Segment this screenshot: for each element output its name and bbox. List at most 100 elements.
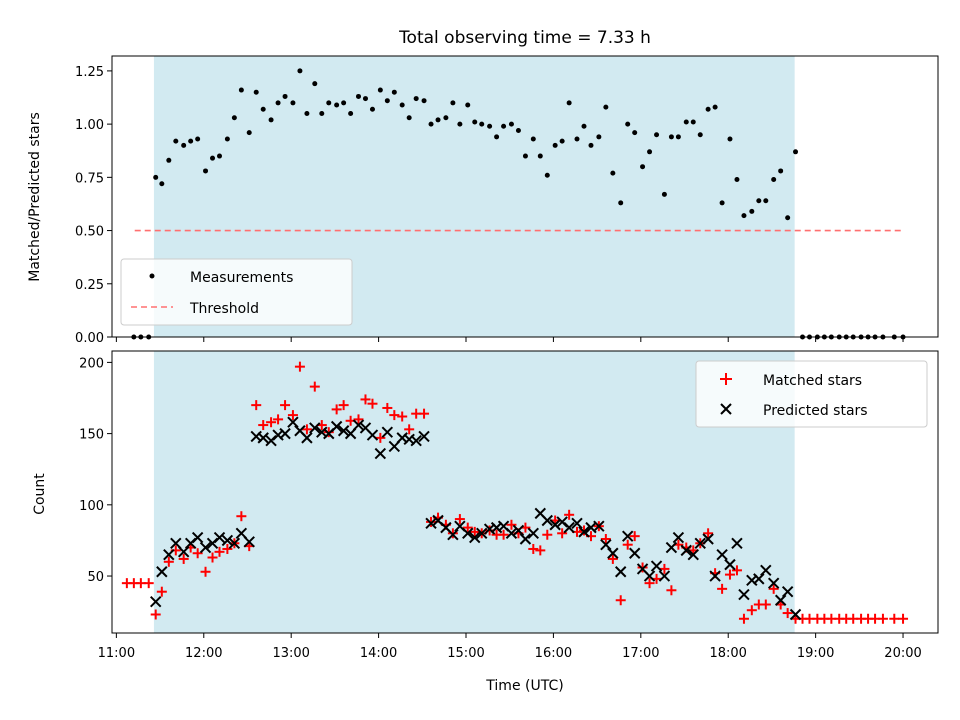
- bottom-y-tick-label: 200: [79, 356, 104, 371]
- measurement-point: [574, 136, 580, 142]
- measurement-point: [697, 132, 703, 138]
- predicted-star-point: [257, 432, 269, 444]
- measurement-point: [472, 119, 478, 125]
- measurement-point: [253, 89, 259, 95]
- predicted-star-point: [476, 527, 488, 540]
- matched-star-point: [294, 361, 305, 372]
- measurement-point: [610, 170, 616, 176]
- predicted-x-b: [149, 595, 162, 608]
- predicted-star-point: [709, 570, 721, 582]
- measurement-point: [771, 176, 777, 182]
- legend-threshold-label: Threshold: [189, 301, 259, 317]
- bottom-x-tick-label: 18:00: [709, 646, 746, 661]
- matched-star-point: [746, 605, 757, 616]
- predicted-x-b: [650, 560, 663, 572]
- measurement-point: [369, 106, 375, 112]
- predicted-x-b: [301, 432, 313, 444]
- predicted-x-b: [490, 521, 503, 534]
- predicted-x-b: [177, 546, 190, 558]
- predicted-x-b: [352, 419, 365, 431]
- measurement-point: [690, 119, 696, 125]
- predicted-star-point: [643, 570, 656, 582]
- predicted-x-b: [680, 544, 692, 557]
- predicted-x-b: [774, 594, 787, 606]
- predicted-x-b: [462, 527, 474, 540]
- matched-star-point: [266, 417, 277, 428]
- figure-title: Total observing time = 7.33 h: [398, 28, 651, 48]
- matched-star-point: [535, 545, 546, 556]
- predicted-star-point: [191, 531, 204, 544]
- predicted-x-b: [454, 520, 466, 532]
- predicted-x-b: [702, 533, 714, 545]
- predicted-x-b: [257, 432, 269, 444]
- matched-star-point: [637, 562, 648, 573]
- predicted-x-b: [330, 420, 343, 433]
- measurement-point: [181, 142, 187, 148]
- predicted-star-point: [199, 541, 212, 554]
- matched-star-point: [353, 414, 364, 425]
- measurement-point: [355, 93, 361, 99]
- bottom-x-tick-label: 11:00: [98, 646, 135, 661]
- measurement-point: [544, 172, 550, 178]
- matched-star-point: [251, 400, 262, 411]
- matched-star-point: [454, 514, 465, 525]
- matched-star-point: [724, 569, 735, 580]
- matched-star-point: [338, 400, 349, 411]
- measurement-point: [719, 200, 725, 206]
- predicted-x-b: [505, 527, 518, 540]
- predicted-x-b: [440, 521, 452, 534]
- predicted-x-b: [709, 570, 721, 582]
- bottom-x-ticks: 11:00 12:00 13:00 14:00 15:00 16:00 17:00 18:00…: [98, 633, 922, 661]
- measurement-point: [203, 168, 209, 174]
- measurement-point: [399, 102, 405, 108]
- matched-star-point: [404, 424, 415, 435]
- matched-star-point: [143, 578, 154, 589]
- measurement-point: [618, 200, 624, 206]
- predicted-star-point: [593, 520, 605, 532]
- legend-predicted-marker: [720, 403, 732, 415]
- predicted-star-point: [309, 422, 321, 434]
- measurement-point: [275, 100, 281, 106]
- predicted-x-b: [418, 430, 430, 443]
- predicted-x-b: [738, 588, 750, 601]
- predicted-star-point: [279, 427, 291, 440]
- predicted-star-point: [571, 517, 583, 530]
- matched-star-point: [426, 516, 437, 527]
- legend-matched-marker: [720, 373, 732, 385]
- matched-star-point: [178, 553, 189, 564]
- predicted-x-b: [497, 520, 510, 532]
- matched-star-point: [607, 553, 618, 564]
- predicted-x-b: [235, 527, 248, 540]
- measurement-point: [210, 155, 216, 161]
- predicted-star-point: [781, 585, 794, 598]
- predicted-star-point: [541, 514, 553, 527]
- top-axes-frame: [111, 55, 939, 338]
- predicted-x-b: [636, 563, 649, 575]
- measurement-point: [413, 96, 419, 102]
- predicted-star-point: [650, 560, 663, 572]
- measurement-point: [712, 104, 718, 110]
- matched-star-point: [498, 529, 509, 540]
- predicted-star-point: [621, 530, 634, 542]
- measurement-point: [421, 98, 427, 104]
- measurement-point: [793, 149, 799, 155]
- top-y-axis-label: Matched/Predicted stars: [27, 112, 43, 282]
- predicted-star-point: [658, 570, 671, 582]
- measurement-point: [297, 68, 303, 74]
- matched-star-point: [564, 509, 575, 520]
- matched-star-point: [301, 424, 312, 435]
- measurement-point: [334, 102, 340, 108]
- matched-star-point: [156, 586, 167, 597]
- measurement-point: [756, 198, 762, 204]
- measurement-point: [588, 142, 594, 148]
- predicted-star-point: [425, 517, 437, 530]
- predicted-x-b: [483, 523, 496, 535]
- predicted-star-point: [149, 595, 162, 608]
- predicted-x-b: [585, 521, 597, 534]
- measurement-point: [675, 134, 681, 140]
- predicted-x-b: [410, 435, 422, 447]
- measurement-point: [654, 132, 660, 138]
- matched-star-point: [150, 609, 161, 620]
- predicted-star-point: [330, 420, 343, 433]
- measurement-point: [238, 87, 244, 93]
